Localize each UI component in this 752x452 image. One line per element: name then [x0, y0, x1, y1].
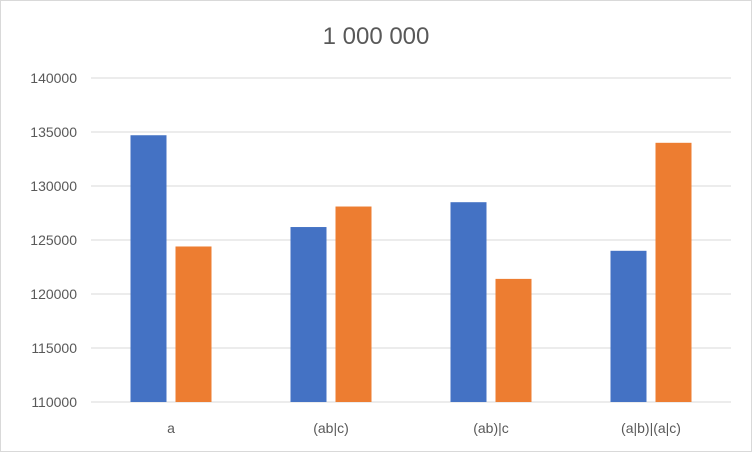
bar-series-1: [290, 227, 327, 402]
bar-series-1: [610, 250, 647, 402]
x-tick-label: (ab)|c: [473, 420, 509, 436]
x-axis-tick-labels: a (ab|c) (ab)|c (a|b)|(a|c): [167, 420, 681, 436]
y-tick-label: 120000: [30, 286, 77, 302]
x-tick-label: (ab|c): [313, 420, 349, 436]
x-tick-label: (a|b)|(a|c): [621, 420, 681, 436]
bar-series-2: [175, 246, 212, 402]
bar-series-2: [495, 278, 532, 402]
bar-series-2: [335, 206, 372, 402]
y-axis-tick-labels: 110000 115000 120000 125000 130000 135000 1400…: [30, 70, 77, 410]
chart-title: 1 000 000: [322, 23, 430, 50]
y-tick-label: 140000: [30, 70, 77, 86]
y-tick-label: 135000: [30, 124, 77, 140]
bar-series-2: [655, 142, 692, 403]
y-tick-label: 110000: [31, 394, 77, 410]
x-tick-label: a: [167, 420, 175, 436]
y-tick-label: 115000: [31, 340, 77, 356]
y-tick-label: 125000: [30, 232, 77, 248]
bar-series-1: [450, 202, 487, 402]
bars: [130, 135, 692, 403]
y-tick-label: 130000: [30, 178, 77, 194]
bar-series-1: [130, 135, 167, 403]
